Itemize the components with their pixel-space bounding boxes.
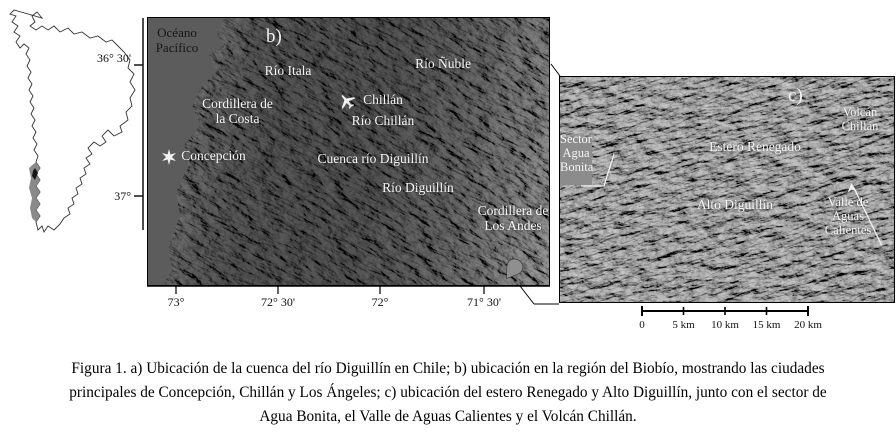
svg-text:15 km: 15 km [753, 319, 781, 331]
svg-text:0: 0 [639, 319, 645, 331]
svg-text:20 km: 20 km [794, 319, 822, 331]
svg-text:5 km: 5 km [672, 319, 695, 331]
svg-text:10 km: 10 km [711, 319, 739, 331]
